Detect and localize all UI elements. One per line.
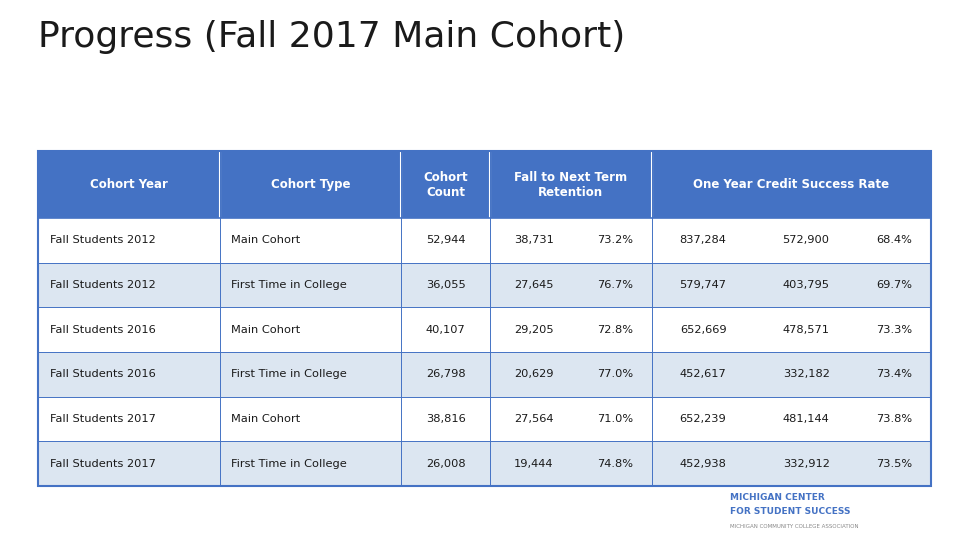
Text: 69.7%: 69.7% xyxy=(876,280,912,290)
Text: 29,205: 29,205 xyxy=(514,325,554,335)
Text: 332,182: 332,182 xyxy=(782,369,829,380)
Text: 403,795: 403,795 xyxy=(782,280,829,290)
Text: One Year Credit Success Rate: One Year Credit Success Rate xyxy=(693,178,890,191)
Text: MICHIGAN CENTER: MICHIGAN CENTER xyxy=(730,492,825,502)
Text: 76.7%: 76.7% xyxy=(597,280,633,290)
Text: 837,284: 837,284 xyxy=(680,235,727,246)
Bar xyxy=(38,307,931,352)
Text: 36,055: 36,055 xyxy=(425,280,466,290)
Text: 71.0%: 71.0% xyxy=(597,414,633,424)
Text: 26,008: 26,008 xyxy=(425,458,466,469)
Text: Fall Students 2016: Fall Students 2016 xyxy=(50,369,156,380)
Text: First Time in College: First Time in College xyxy=(231,458,348,469)
Text: 652,669: 652,669 xyxy=(680,325,727,335)
Text: Fall Students 2012: Fall Students 2012 xyxy=(50,280,156,290)
Text: 332,912: 332,912 xyxy=(782,458,829,469)
Text: 20,629: 20,629 xyxy=(515,369,554,380)
Bar xyxy=(38,352,931,397)
Text: Fall to Next Term
Retention: Fall to Next Term Retention xyxy=(515,171,627,199)
Text: 73.3%: 73.3% xyxy=(876,325,912,335)
Text: 452,938: 452,938 xyxy=(680,458,727,469)
Text: 73.4%: 73.4% xyxy=(876,369,912,380)
Text: 73.5%: 73.5% xyxy=(876,458,912,469)
Text: Fall Students 2017: Fall Students 2017 xyxy=(50,414,156,424)
Text: 579,747: 579,747 xyxy=(680,280,727,290)
Text: Main Cohort: Main Cohort xyxy=(231,325,300,335)
Text: 77.0%: 77.0% xyxy=(597,369,633,380)
Text: Cohort Year: Cohort Year xyxy=(90,178,168,191)
Text: Main Cohort: Main Cohort xyxy=(231,414,300,424)
Bar xyxy=(38,151,931,486)
Text: First Time in College: First Time in College xyxy=(231,280,348,290)
Text: 38,731: 38,731 xyxy=(514,235,554,246)
Bar xyxy=(38,397,931,441)
Text: FOR STUDENT SUCCESS: FOR STUDENT SUCCESS xyxy=(730,507,851,516)
Text: Fall Students 2012: Fall Students 2012 xyxy=(50,235,156,246)
Text: First Time in College: First Time in College xyxy=(231,369,348,380)
Text: 74.8%: 74.8% xyxy=(597,458,633,469)
Text: Fall Students 2017: Fall Students 2017 xyxy=(50,458,156,469)
Bar xyxy=(38,151,931,218)
Text: 26,798: 26,798 xyxy=(425,369,466,380)
Text: 72.8%: 72.8% xyxy=(597,325,633,335)
Text: 27,645: 27,645 xyxy=(515,280,554,290)
Text: 40,107: 40,107 xyxy=(425,325,466,335)
Bar xyxy=(38,441,931,486)
Text: Main Cohort: Main Cohort xyxy=(231,235,300,246)
Text: 452,617: 452,617 xyxy=(680,369,727,380)
Text: 19,444: 19,444 xyxy=(515,458,554,469)
Text: 73.8%: 73.8% xyxy=(876,414,912,424)
Text: 652,239: 652,239 xyxy=(680,414,727,424)
Text: 52,944: 52,944 xyxy=(426,235,466,246)
Text: 68.4%: 68.4% xyxy=(876,235,912,246)
Bar xyxy=(38,263,931,307)
Bar xyxy=(38,218,931,263)
Text: MICHIGAN COMMUNITY COLLEGE ASSOCIATION: MICHIGAN COMMUNITY COLLEGE ASSOCIATION xyxy=(730,524,858,529)
Text: Fall Students 2016: Fall Students 2016 xyxy=(50,325,156,335)
Text: Progress (Fall 2017 Main Cohort): Progress (Fall 2017 Main Cohort) xyxy=(38,20,626,54)
Text: 73.2%: 73.2% xyxy=(597,235,633,246)
Text: 481,144: 481,144 xyxy=(782,414,829,424)
Text: 572,900: 572,900 xyxy=(782,235,829,246)
Text: 478,571: 478,571 xyxy=(782,325,829,335)
Text: Cohort Type: Cohort Type xyxy=(271,178,350,191)
Text: 38,816: 38,816 xyxy=(425,414,466,424)
Text: Cohort
Count: Cohort Count xyxy=(423,171,468,199)
Text: 27,564: 27,564 xyxy=(515,414,554,424)
